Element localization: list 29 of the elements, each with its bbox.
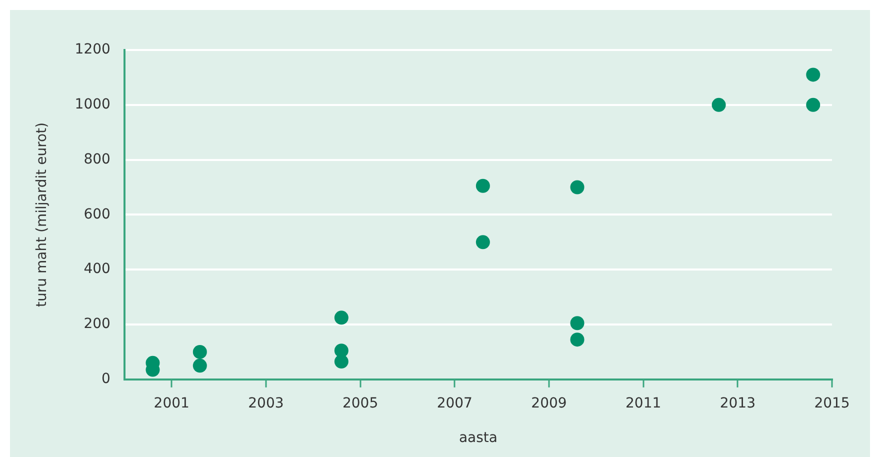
x-tick-label: 2009 (531, 395, 567, 412)
x-tick-label: 2011 (625, 395, 662, 412)
y-tick-label: 1000 (74, 96, 110, 113)
x-tick-label: 2001 (154, 395, 190, 412)
y-tick-label: 800 (84, 151, 110, 168)
y-axis-title: turu maht (miljardit eurot) (34, 122, 50, 307)
x-tick-label: 2003 (248, 395, 284, 412)
point (476, 178, 490, 193)
point (806, 98, 820, 112)
y-tick-label: 0 (102, 371, 110, 388)
x-tick-label: 2015 (814, 395, 850, 412)
point (192, 344, 207, 359)
point (570, 332, 584, 347)
point (192, 358, 207, 373)
x-tick-label: 2005 (342, 395, 378, 412)
y-tick-label: 600 (84, 206, 110, 222)
point (334, 310, 348, 325)
point (570, 316, 584, 330)
point (806, 68, 820, 82)
y-tick-label: 200 (84, 316, 110, 332)
y-tick-label: 1200 (74, 42, 110, 58)
point (334, 354, 348, 369)
x-tick-label: 2007 (436, 395, 472, 412)
x-axis-title: aasta (458, 430, 498, 446)
point (476, 235, 490, 250)
point (570, 180, 584, 194)
x-tick-label: 2013 (720, 395, 756, 412)
point (712, 98, 726, 112)
y-tick-label: 400 (84, 261, 110, 278)
